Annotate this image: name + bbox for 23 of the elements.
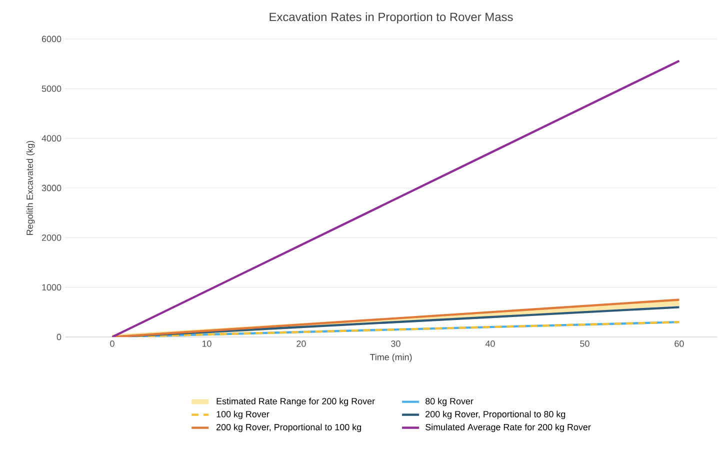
y-tick-label: 2000: [42, 234, 62, 241]
y-tick-label: 6000: [42, 36, 62, 42]
legend-label: 200 kg Rover, Proportional to 100 kg: [216, 424, 361, 432]
x-tick-label: 40: [485, 340, 495, 347]
y-tick-label: 0: [56, 334, 62, 340]
y-tick-label: 1000: [42, 284, 62, 290]
x-tick-label: 0: [110, 340, 114, 347]
chart-title: Excavation Rates in Proportion to Rover Mass: [270, 12, 513, 24]
y-tick-label: 5000: [42, 85, 62, 92]
x-tick-label: 60: [674, 340, 684, 347]
y-tick-label: 3000: [42, 184, 62, 192]
x-tick-label: 30: [391, 340, 400, 347]
x-axis-title: Time (min): [370, 354, 412, 362]
legend-label: Estimated Rate Range for 200 kg Rover: [216, 398, 375, 406]
legend-label: 200 kg Rover, Proportional to 80 kg: [426, 410, 566, 420]
y-tick-label: 4000: [42, 135, 62, 142]
legend-label: Simulated Average Rate for 200 kg Rover: [426, 424, 591, 432]
x-tick-label: 50: [580, 340, 590, 347]
y-axis-title: Regolith Excavated (kg): [26, 140, 35, 235]
legend-label: 80 kg Rover: [426, 398, 474, 406]
x-tick-label: 10: [202, 340, 212, 347]
x-tick-label: 20: [296, 340, 306, 347]
legend-label: 100 kg Rover: [216, 410, 270, 420]
